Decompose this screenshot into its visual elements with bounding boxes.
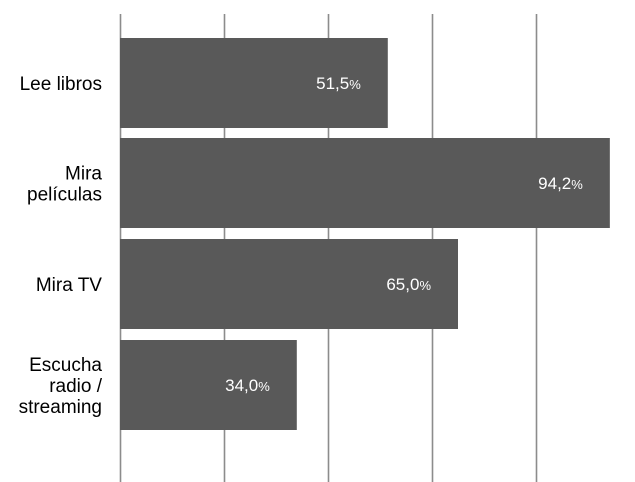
- category-label-line: Mira TV: [36, 275, 102, 296]
- value-labels: 51,5%94,2%65,0%34,0%: [225, 74, 583, 395]
- category-label: Escucha radio / streaming: [19, 355, 103, 418]
- category-label-line: Mira: [65, 164, 102, 185]
- bar: [120, 38, 388, 128]
- bar-value-number: 34,0: [225, 376, 258, 395]
- category-label-line: radio /: [49, 376, 103, 397]
- bar-value-unit: %: [571, 177, 583, 192]
- bar-value-number: 51,5: [316, 74, 349, 93]
- category-label: Mira películas: [27, 164, 102, 206]
- bar: [120, 138, 610, 228]
- bar: [120, 340, 297, 430]
- bar-value-unit: %: [258, 379, 270, 394]
- category-labels: Lee libros Mira películas Mira TV Escucha rad…: [19, 74, 103, 418]
- category-label-line: películas: [27, 185, 102, 206]
- bar-value-number: 94,2: [538, 174, 571, 193]
- bar-value-unit: %: [349, 77, 361, 92]
- bars: [120, 38, 610, 430]
- category-label-line: Escucha: [29, 355, 102, 376]
- bar-value-number: 65,0: [386, 275, 419, 294]
- category-label-line: streaming: [19, 397, 102, 418]
- category-label: Mira TV: [36, 275, 102, 296]
- bar: [120, 239, 458, 329]
- bar-value-unit: %: [419, 278, 431, 293]
- category-label-line: Lee libros: [20, 74, 102, 95]
- category-label: Lee libros: [20, 74, 102, 95]
- bar-value-label: 34,0%: [225, 376, 270, 395]
- bar-value-label: 65,0%: [386, 275, 431, 294]
- bar-value-label: 51,5%: [316, 74, 361, 93]
- bar-value-label: 94,2%: [538, 174, 583, 193]
